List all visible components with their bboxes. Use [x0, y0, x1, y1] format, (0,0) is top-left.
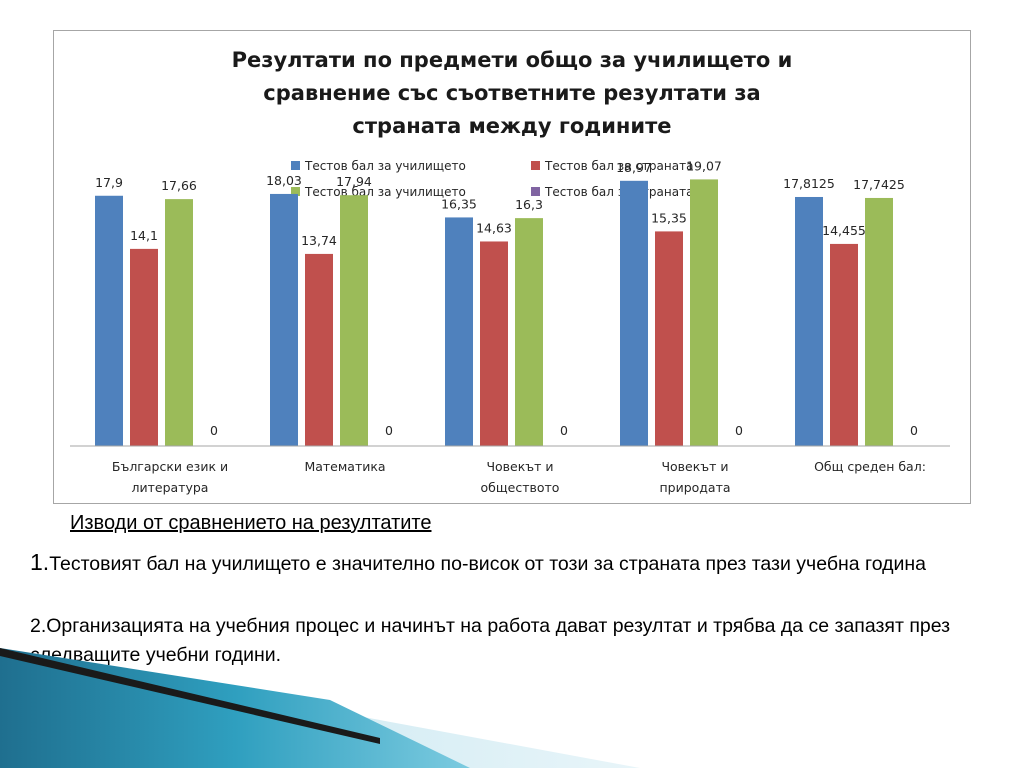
value-label-3-series-1: 16,35 [441, 196, 477, 211]
value-label-1-series-1: 17,9 [95, 175, 123, 190]
bar-2-series-1 [270, 193, 298, 446]
legend-label-4: Тестов бал за страната [544, 185, 693, 199]
value-label-4-series-2: 15,35 [651, 210, 687, 225]
chart-category-labels: Български език и литература Математика Чове… [112, 459, 926, 495]
category-label-1-line-1: Български език и [112, 459, 228, 474]
value-label-1-series-3: 17,66 [161, 178, 197, 193]
value-label-3-series-3: 16,3 [515, 197, 543, 212]
value-label-1-series-4: 0 [210, 423, 218, 438]
bar-4-series-2 [655, 231, 683, 446]
conclusions-heading: Изводи от сравнението на резултатите [70, 512, 432, 534]
category-label-4-line-2: природата [659, 480, 730, 495]
legend-label-1: Тестов бал за училището [304, 159, 466, 173]
chart-title-line-1: Резултати по предмети общо за училището … [232, 48, 793, 72]
value-label-5-series-3: 17,7425 [853, 177, 905, 192]
chart-bars [95, 179, 893, 447]
bar-4-series-3 [690, 179, 718, 446]
bar-1-series-2 [130, 248, 158, 446]
conclusion-point-1: 1.Тестовият бал на училището е значителн… [30, 548, 1020, 579]
bar-4-series-1 [620, 180, 648, 447]
legend-swatch-2 [531, 161, 540, 170]
bar-1-series-3 [165, 199, 193, 446]
legend-swatch-3 [291, 187, 300, 196]
value-label-5-series-4: 0 [910, 423, 918, 438]
value-label-5-series-2: 14,455 [822, 223, 866, 238]
value-label-2-series-4: 0 [385, 423, 393, 438]
value-label-4-series-3: 19,07 [686, 158, 722, 173]
legend-label-2: Тестов бал за страната [544, 159, 693, 173]
category-label-3-line-2: обществото [481, 480, 560, 495]
value-label-2-series-1: 18,03 [266, 173, 302, 188]
conclusion-number-2: 2. [30, 615, 47, 637]
bar-5-series-2 [830, 243, 858, 446]
legend-swatch-1 [291, 161, 300, 170]
bar-5-series-3 [865, 197, 893, 446]
bar-2-series-3 [340, 195, 368, 446]
chart-title-line-2: сравнение със съответните резултати за [263, 81, 760, 105]
category-label-1-line-2: литература [132, 480, 209, 495]
bar-5-series-1 [795, 196, 823, 446]
value-label-4-series-1: 18,97 [616, 160, 652, 175]
bar-2-series-2 [305, 253, 333, 446]
value-label-5-series-1: 17,8125 [783, 176, 835, 191]
category-label-2-line-1: Математика [304, 459, 385, 474]
chart-value-labels: 17,9 14,1 17,66 0 18,03 13,74 17,94 0 16,35 14,63… [95, 158, 918, 438]
legend-swatch-4 [531, 187, 540, 196]
value-label-3-series-2: 14,63 [476, 220, 512, 235]
bar-1-series-1 [95, 195, 123, 446]
conclusion-text-2: Организацията на учебния процес и начинъ… [30, 615, 951, 666]
conclusion-number-1: 1. [30, 549, 50, 575]
chart-container: Резултати по предмети общо за училището … [53, 30, 971, 504]
value-label-1-series-2: 14,1 [130, 228, 158, 243]
bar-3-series-3 [515, 218, 543, 446]
value-label-3-series-4: 0 [560, 423, 568, 438]
conclusion-point-2: 2.Организацията на учебния процес и начи… [30, 612, 1020, 670]
chart-title-line-3: страната между годините [352, 114, 671, 138]
chart-title: Резултати по предмети общо за училището … [232, 48, 793, 138]
category-label-4-line-1: Човекът и [661, 459, 728, 474]
conclusion-text-1: Тестовият бал на училището е значително … [49, 553, 927, 575]
bar-3-series-2 [480, 241, 508, 446]
chart-svg: Резултати по предмети общо за училището … [70, 48, 950, 495]
value-label-2-series-2: 13,74 [301, 233, 337, 248]
category-label-5-line-1: Общ среден бал: [814, 459, 926, 474]
value-label-2-series-3: 17,94 [336, 174, 372, 189]
bar-3-series-1 [445, 217, 473, 446]
category-label-3-line-1: Човекът и [486, 459, 553, 474]
value-label-4-series-4: 0 [735, 423, 743, 438]
